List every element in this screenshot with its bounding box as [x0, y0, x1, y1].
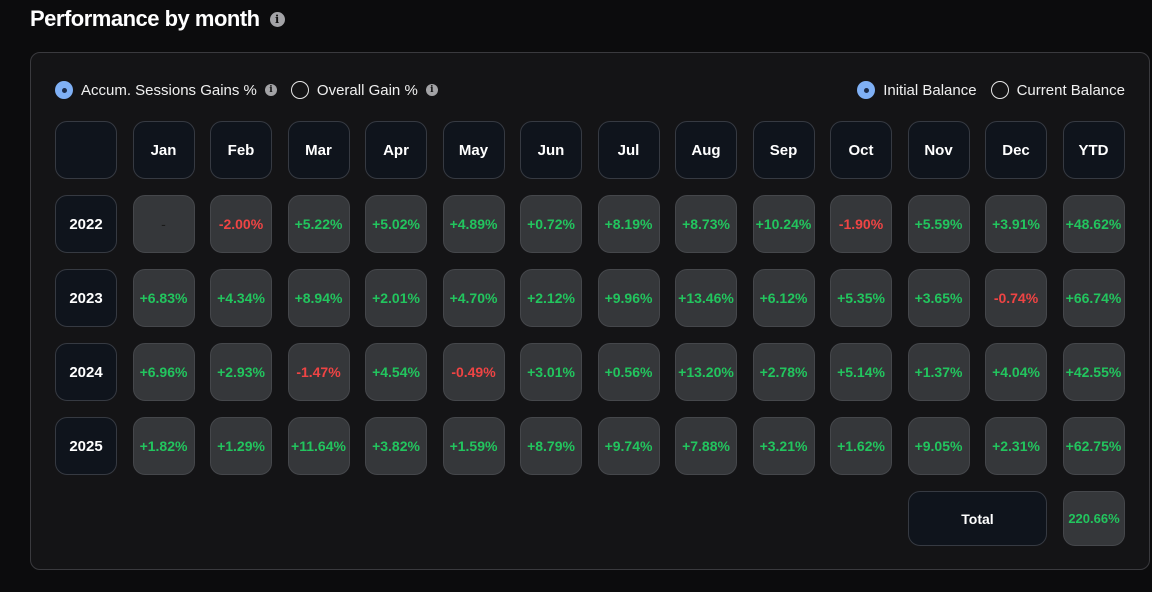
performance-cell: +9.96% — [597, 269, 660, 327]
performance-cell: +2.01% — [365, 269, 427, 327]
month-header-feb: Feb — [210, 121, 272, 179]
info-icon[interactable]: i — [264, 84, 277, 96]
year-label-2022: 2022 — [55, 195, 117, 253]
performance-cell: +0.72% — [520, 195, 582, 253]
page-header: Performance by month i — [30, 4, 285, 34]
monthly-performance-grid: Jan Feb Mar Apr May Jun Jul Aug Sep Oct Nov Dec YTD 2… — [55, 121, 1125, 475]
accum-sessions-gains-label: Accum. Sessions Gains % — [81, 81, 257, 99]
overall-gain-label: Overall Gain % — [316, 81, 418, 99]
balance-type-toggle: Initial Balance Current Balance — [857, 81, 1125, 99]
performance-cell: -1.90% — [830, 195, 892, 253]
toggle-bar: Accum. Sessions Gains % i Overall Gain %… — [55, 78, 1125, 102]
performance-cell: - — [132, 195, 195, 253]
performance-cell: +9.05% — [907, 417, 970, 475]
radio-selected-icon[interactable] — [857, 81, 876, 99]
performance-cell: +2.12% — [520, 269, 582, 327]
header-corner-cell — [55, 121, 117, 179]
gain-type-toggle: Accum. Sessions Gains % i Overall Gain %… — [55, 81, 438, 99]
performance-cell: -0.49% — [442, 343, 505, 401]
month-header-mar: Mar — [287, 121, 350, 179]
info-icon[interactable]: i — [269, 11, 285, 27]
performance-cell: +13.20% — [675, 343, 737, 401]
month-header-may: May — [442, 121, 505, 179]
performance-cell: +1.59% — [442, 417, 505, 475]
month-header-ytd: YTD — [1062, 121, 1125, 179]
performance-cell: +4.70% — [442, 269, 505, 327]
radio-unselected-icon[interactable] — [990, 81, 1009, 99]
performance-cell: +4.89% — [442, 195, 505, 253]
performance-cell: -0.74% — [985, 269, 1047, 327]
performance-cell: +2.78% — [752, 343, 815, 401]
performance-cell: +8.79% — [520, 417, 582, 475]
month-header-aug: Aug — [675, 121, 737, 179]
performance-cell: +4.54% — [365, 343, 427, 401]
radio-unselected-icon[interactable] — [290, 81, 309, 99]
month-header-nov: Nov — [907, 121, 970, 179]
performance-cell: +6.83% — [132, 269, 195, 327]
performance-cell: +3.01% — [520, 343, 582, 401]
performance-cell: +6.12% — [752, 269, 815, 327]
month-header-jun: Jun — [520, 121, 582, 179]
performance-cell: +7.88% — [675, 417, 737, 475]
performance-cell: +5.59% — [907, 195, 970, 253]
year-label-2025: 2025 — [55, 417, 117, 475]
performance-cell: +0.56% — [597, 343, 660, 401]
info-icon[interactable]: i — [425, 84, 438, 96]
performance-cell: +1.37% — [907, 343, 970, 401]
performance-cell: +1.82% — [132, 417, 195, 475]
performance-cell: +42.55% — [1062, 343, 1125, 401]
year-label-2023: 2023 — [55, 269, 117, 327]
performance-cell: +66.74% — [1062, 269, 1125, 327]
performance-cell: +4.04% — [985, 343, 1047, 401]
month-header-jan: Jan — [132, 121, 195, 179]
performance-cell: +3.82% — [365, 417, 427, 475]
total-label: Total — [908, 491, 1047, 546]
performance-cell: +6.96% — [132, 343, 195, 401]
month-header-apr: Apr — [365, 121, 427, 179]
performance-cell: +5.02% — [365, 195, 427, 253]
performance-panel: Accum. Sessions Gains % i Overall Gain %… — [30, 52, 1150, 570]
performance-cell: +3.91% — [985, 195, 1047, 253]
performance-cell: +3.21% — [752, 417, 815, 475]
initial-balance-label: Initial Balance — [883, 81, 977, 99]
performance-cell: +1.62% — [830, 417, 892, 475]
month-header-sep: Sep — [752, 121, 815, 179]
current-balance-option[interactable]: Current Balance — [990, 81, 1125, 99]
performance-cell: +3.65% — [907, 269, 970, 327]
month-header-oct: Oct — [830, 121, 892, 179]
month-header-jul: Jul — [597, 121, 660, 179]
radio-selected-icon[interactable] — [55, 81, 73, 99]
performance-cell: -2.00% — [210, 195, 272, 253]
performance-cell: +11.64% — [287, 417, 350, 475]
page-title: Performance by month — [30, 6, 260, 31]
performance-cell: +2.31% — [985, 417, 1047, 475]
performance-cell: +13.46% — [675, 269, 737, 327]
performance-cell: +8.73% — [675, 195, 737, 253]
performance-cell: +62.75% — [1062, 417, 1125, 475]
month-header-dec: Dec — [985, 121, 1047, 179]
initial-balance-option[interactable]: Initial Balance — [857, 81, 977, 99]
performance-cell: +5.35% — [830, 269, 892, 327]
performance-cell: +4.34% — [210, 269, 272, 327]
performance-cell: -1.47% — [287, 343, 350, 401]
performance-cell: +8.94% — [287, 269, 350, 327]
performance-cell: +8.19% — [597, 195, 660, 253]
year-label-2024: 2024 — [55, 343, 117, 401]
performance-cell: +10.24% — [752, 195, 815, 253]
performance-cell: +1.29% — [210, 417, 272, 475]
performance-cell: +5.22% — [287, 195, 350, 253]
accum-sessions-gains-option[interactable]: Accum. Sessions Gains % i — [55, 81, 277, 99]
total-value: 220.66% — [1063, 491, 1125, 546]
performance-cell: +2.93% — [210, 343, 272, 401]
performance-cell: +5.14% — [830, 343, 892, 401]
performance-cell: +9.74% — [597, 417, 660, 475]
current-balance-label: Current Balance — [1016, 81, 1125, 99]
performance-cell: +48.62% — [1062, 195, 1125, 253]
overall-gain-option[interactable]: Overall Gain % i — [290, 81, 438, 99]
